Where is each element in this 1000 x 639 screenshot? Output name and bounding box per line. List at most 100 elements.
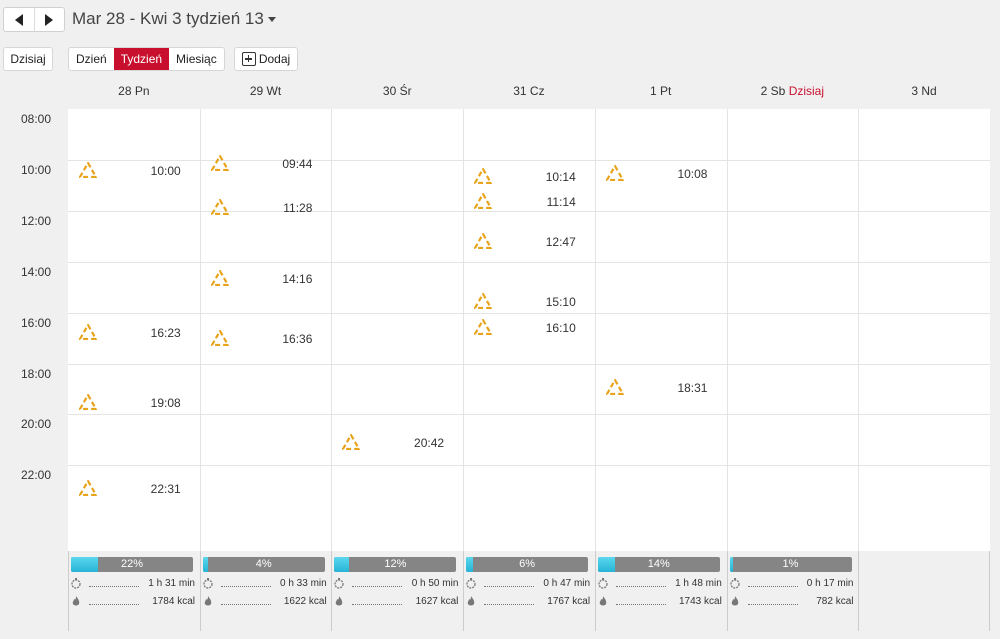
progress-percent: 14% xyxy=(647,558,670,570)
flame-icon xyxy=(203,596,213,607)
column-divider xyxy=(331,109,333,551)
summary-divider xyxy=(858,551,860,631)
arrow-left-icon xyxy=(14,13,23,26)
activity-progress-bar: 22% xyxy=(71,557,193,572)
recycle-triangle-icon xyxy=(78,161,98,178)
progress-fill xyxy=(202,557,208,572)
week-navigation xyxy=(3,7,65,32)
arrow-right-icon xyxy=(45,13,54,26)
calendar-event[interactable]: 16:23 xyxy=(78,324,181,342)
day-header: 31 Cz xyxy=(463,84,595,100)
prev-week-button[interactable] xyxy=(4,8,34,31)
next-week-button[interactable] xyxy=(33,8,65,31)
calendar-event[interactable]: 14:16 xyxy=(210,270,312,288)
date-range-title: Mar 28 - Kwi 3 tydzień 13 xyxy=(72,9,264,28)
progress-percent: 12% xyxy=(384,558,407,570)
flame-icon xyxy=(730,596,740,607)
event-time: 15:10 xyxy=(545,295,576,310)
duration-stat: 0 h 50 min xyxy=(334,578,458,591)
calendar-event[interactable]: 16:10 xyxy=(473,318,576,337)
recycle-triangle-icon xyxy=(473,167,493,184)
event-time: 11:28 xyxy=(283,201,313,216)
summary-divider xyxy=(199,551,201,631)
calendar-event[interactable]: 19:08 xyxy=(78,394,181,412)
day-header-label: 29 Wt xyxy=(249,84,282,98)
kcal-stat: 1767 kcal xyxy=(466,596,590,609)
calendar-event[interactable]: 11:28 xyxy=(210,199,313,217)
flame-icon xyxy=(334,596,344,607)
recycle-triangle-icon xyxy=(473,232,493,249)
daily-summary-row: 22% 1 h 31 min 1784 kcal 4% 0 h 33 min 1622 k… xyxy=(68,551,990,639)
day-summary: 4% 0 h 33 min 1622 kcal xyxy=(200,551,332,631)
day-header-label: 2 Sb xyxy=(760,84,786,98)
progress-percent: 6% xyxy=(519,558,536,570)
view-switcher: Dzień Tydzień Miesiąc xyxy=(68,47,225,71)
time-label: 14:00 xyxy=(21,264,52,279)
day-summary: 6% 0 h 47 min 1767 kcal xyxy=(463,551,595,631)
recycle-triangle-icon xyxy=(605,378,624,395)
caret-down-icon xyxy=(267,17,276,23)
calendar-event[interactable]: 10:00 xyxy=(78,161,181,180)
day-header: 2 Sb Dzisiaj xyxy=(727,84,859,100)
calendar-event[interactable]: 09:44 xyxy=(210,155,312,173)
stopwatch-icon xyxy=(71,578,81,589)
column-divider xyxy=(726,109,728,551)
row-divider xyxy=(68,210,990,212)
activity-progress-bar: 4% xyxy=(202,557,325,572)
duration-value: 1 h 31 min xyxy=(148,578,195,589)
calendar-event[interactable]: 12:47 xyxy=(473,232,576,251)
date-range-dropdown[interactable]: Mar 28 - Kwi 3 tydzień 13 xyxy=(72,9,276,29)
summary-divider xyxy=(988,551,990,631)
today-button[interactable]: Dzisiaj xyxy=(3,47,53,71)
progress-percent: 4% xyxy=(255,558,272,570)
kcal-value: 1743 kcal xyxy=(678,596,722,607)
view-month-button[interactable]: Miesiąc xyxy=(176,52,217,66)
recycle-triangle-icon xyxy=(210,329,229,346)
progress-fill xyxy=(466,557,474,572)
event-time: 16:36 xyxy=(282,331,313,346)
summary-divider xyxy=(726,551,728,631)
calendar-event[interactable]: 22:31 xyxy=(78,480,181,498)
kcal-value: 1622 kcal xyxy=(283,596,327,607)
calendar-event[interactable]: 10:14 xyxy=(473,167,576,186)
calendar-event[interactable]: 10:08 xyxy=(605,165,707,183)
day-header-label: 3 Nd xyxy=(911,84,937,98)
progress-percent: 1% xyxy=(782,558,799,570)
duration-stat: 0 h 33 min xyxy=(203,578,327,591)
calendar-event[interactable]: 15:10 xyxy=(473,293,576,311)
summary-divider xyxy=(68,551,69,631)
duration-stat: 1 h 48 min xyxy=(598,578,722,591)
calendar-event[interactable]: 16:36 xyxy=(210,329,313,348)
time-label: 12:00 xyxy=(21,213,52,228)
recycle-triangle-icon xyxy=(605,165,624,182)
stopwatch-icon xyxy=(598,578,608,589)
progress-fill xyxy=(71,557,98,572)
time-label: 10:00 xyxy=(21,162,52,177)
view-week-button[interactable]: Tydzień xyxy=(113,48,170,70)
day-header: 28 Pn xyxy=(68,84,200,100)
duration-value: 0 h 47 min xyxy=(543,578,591,589)
day-header-label: 28 Pn xyxy=(118,84,150,98)
progress-fill xyxy=(597,557,615,572)
duration-stat: 0 h 17 min xyxy=(729,578,854,591)
day-header: 30 Śr xyxy=(331,84,463,100)
calendar-event[interactable]: 18:31 xyxy=(605,378,707,397)
progress-fill xyxy=(334,557,350,572)
calendar-event[interactable]: 20:42 xyxy=(342,434,444,452)
summary-divider xyxy=(594,551,596,631)
calendar-event[interactable]: 11:14 xyxy=(473,193,576,211)
dotted-leader xyxy=(747,586,798,587)
row-divider xyxy=(68,363,990,365)
kcal-stat: 1743 kcal xyxy=(598,596,722,609)
flame-icon xyxy=(466,596,476,607)
recycle-triangle-icon xyxy=(78,480,98,497)
add-button[interactable]: Dodaj xyxy=(234,47,298,71)
dotted-leader xyxy=(615,586,666,587)
summary-divider xyxy=(331,551,333,631)
recycle-triangle-icon xyxy=(473,318,493,335)
dotted-leader xyxy=(747,604,798,605)
view-day-button[interactable]: Dzień xyxy=(76,52,107,66)
time-label: 22:00 xyxy=(21,468,52,483)
recycle-triangle-icon xyxy=(473,193,493,210)
dotted-leader xyxy=(352,604,403,605)
